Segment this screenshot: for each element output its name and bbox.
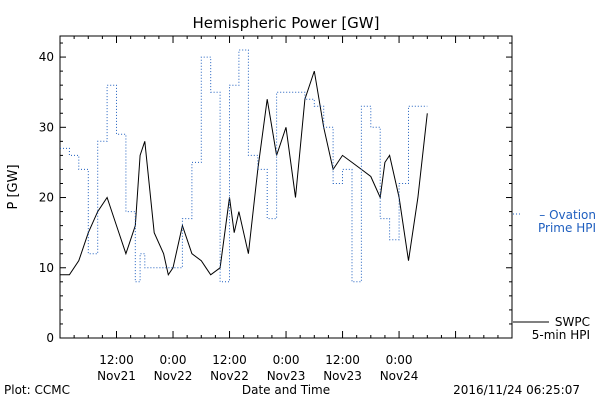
y-tick-label: 10 xyxy=(39,261,54,275)
legend: – Ovation Prime HPI SWPC 5-min HPI xyxy=(513,208,596,342)
y-tick-label: 40 xyxy=(39,50,54,64)
x-tick-label-date: Nov22 xyxy=(154,369,193,383)
y-tick-label: 30 xyxy=(39,120,54,134)
x-axis-ticks: 12:00 Nov21 0:00 Nov22 12:00 Nov22 0:00 Nov23 12… xyxy=(73,36,499,383)
footer-timestamp: 2016/11/24 06:25:07 xyxy=(453,383,580,397)
y-tick-label: 0 xyxy=(46,331,54,345)
series-layer xyxy=(60,49,428,283)
series-line-swpc-5-min-hpi xyxy=(60,70,428,277)
x-tick-label-time: 0:00 xyxy=(160,353,187,367)
x-tick-label-time: 12:00 xyxy=(212,353,247,367)
legend-swpc-line2: 5-min HPI xyxy=(532,328,590,342)
legend-ovation-line2: Prime HPI xyxy=(538,221,596,235)
y-tick-label: 20 xyxy=(39,191,54,205)
series-line-ovation-prime-hpi xyxy=(60,49,428,283)
chart-title: Hemispheric Power [GW] xyxy=(193,14,380,32)
y-axis-label: P [GW] xyxy=(6,164,21,209)
x-tick-label-date: Nov23 xyxy=(323,369,362,383)
plot-frame xyxy=(59,35,513,339)
legend-swpc-line1: SWPC xyxy=(555,315,590,329)
x-tick-label-time: 0:00 xyxy=(386,353,413,367)
x-axis-label: Date and Time xyxy=(242,383,330,397)
x-tick-label-time: 12:00 xyxy=(325,353,360,367)
footer-left: Plot: CCMC xyxy=(4,383,70,397)
legend-ovation-line1: – Ovation xyxy=(539,208,596,222)
x-tick-label-time: 12:00 xyxy=(99,353,134,367)
x-tick-label-date: Nov21 xyxy=(97,369,136,383)
x-tick-label-date: Nov23 xyxy=(267,369,306,383)
y-axis-ticks: 0 10 20 30 40 xyxy=(39,42,512,345)
x-tick-label-date: Nov22 xyxy=(210,369,249,383)
plot-area: 0 10 20 30 40 12:00 Nov21 0:00 Nov22 12:00 Nov22 0… xyxy=(39,35,513,383)
x-tick-label-date: Nov24 xyxy=(380,369,419,383)
x-tick-label-time: 0:00 xyxy=(273,353,300,367)
